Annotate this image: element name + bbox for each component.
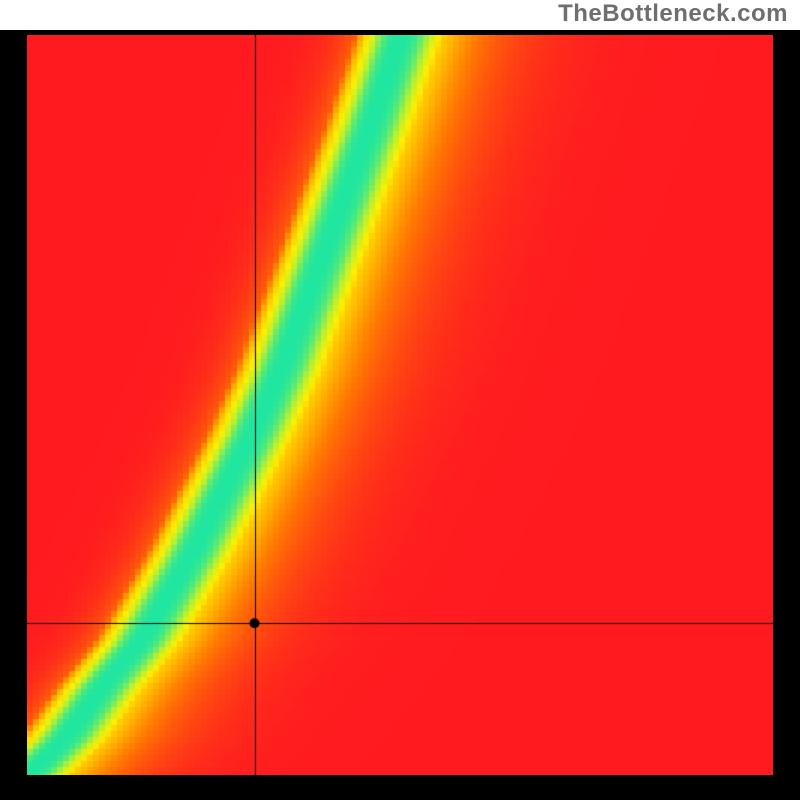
chart-container: TheBottleneck.com bbox=[0, 0, 800, 800]
chart-frame bbox=[0, 30, 800, 800]
brand-watermark: TheBottleneck.com bbox=[558, 0, 788, 28]
bottleneck-heatmap bbox=[27, 35, 773, 775]
